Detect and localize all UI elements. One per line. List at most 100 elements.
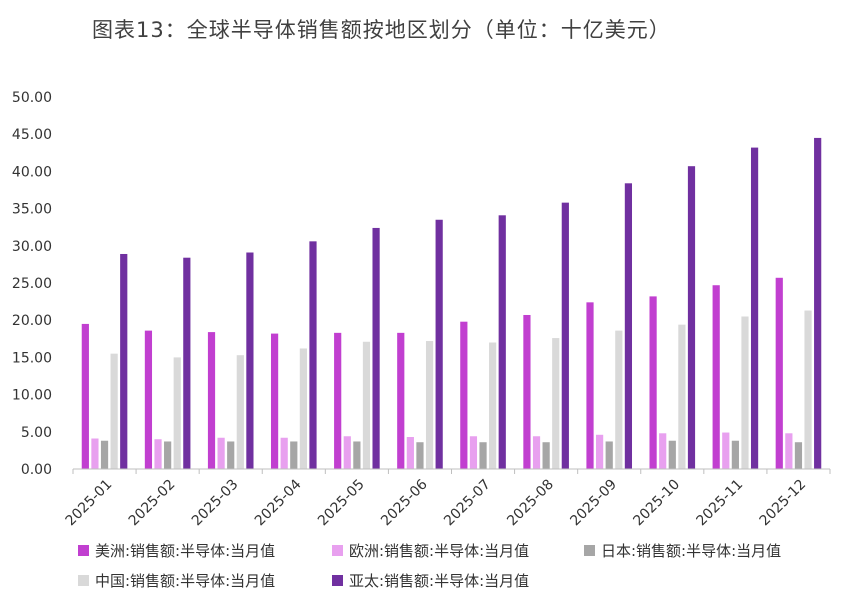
- x-tick-label: 2025-04: [252, 476, 305, 529]
- bar-series-4-2025-08: [552, 338, 560, 469]
- bar-series-1-2025-04: [270, 333, 279, 469]
- x-tick-label: 2025-05: [315, 477, 368, 530]
- y-tick-label: 25.00: [12, 276, 52, 292]
- y-tick-label: 5.00: [21, 425, 52, 441]
- bar-series-3-2025-12: [794, 442, 803, 469]
- x-tick-label: 2025-08: [504, 477, 557, 530]
- bar-series-4-2025-05: [362, 341, 371, 469]
- x-tick-label: 2025-12: [757, 477, 810, 530]
- legend-swatch: [78, 575, 89, 586]
- bar-series-2-2025-02: [154, 439, 162, 469]
- bar-series-3-2025-07: [479, 442, 487, 469]
- x-axis: 2025-01 2025-02 2025-03 2025-04 2025-05 2025-…: [63, 468, 831, 530]
- bars: [81, 137, 822, 470]
- y-tick-label: 30.00: [12, 239, 52, 255]
- bar-series-3-2025-08: [542, 442, 550, 469]
- bar-series-4-2025-04: [299, 348, 307, 469]
- legend-item-series-2: 欧洲:销售额:半导体:当月值: [332, 540, 529, 561]
- legend-swatch: [332, 575, 343, 586]
- legend-label: 欧洲:销售额:半导体:当月值: [349, 542, 530, 560]
- legend-label: 亚太:销售额:半导体:当月值: [349, 572, 530, 590]
- x-tick-label: 2025-02: [126, 477, 179, 530]
- bar-series-2-2025-11: [722, 432, 730, 469]
- y-tick-label: 50.00: [12, 90, 52, 106]
- legend-item-series-4: 中国:销售额:半导体:当月值: [78, 570, 275, 591]
- bar-series-3-2025-04: [290, 441, 298, 469]
- bar-series-1-2025-02: [144, 330, 153, 469]
- x-tick-label: 2025-11: [694, 477, 747, 530]
- bar-series-1-2025-12: [775, 277, 783, 469]
- bar-series-5-2025-03: [246, 252, 254, 469]
- bar-series-2-2025-04: [280, 437, 288, 469]
- bar-series-1-2025-11: [712, 285, 720, 469]
- bar-series-3-2025-10: [668, 440, 676, 469]
- y-tick-label: 15.00: [12, 350, 52, 366]
- bar-series-5-2025-08: [561, 202, 569, 469]
- bar-series-3-2025-11: [731, 440, 739, 469]
- bar-series-3-2025-02: [164, 441, 172, 469]
- bar-series-2-2025-05: [343, 436, 351, 469]
- bar-series-2-2025-03: [217, 437, 225, 469]
- bar-series-4-2025-03: [236, 355, 244, 469]
- bar-series-5-2025-06: [435, 219, 443, 469]
- bar-series-1-2025-03: [207, 332, 216, 469]
- bar-series-1-2025-05: [334, 332, 342, 469]
- y-tick-label: 45.00: [12, 127, 52, 143]
- x-tick-label: 2025-06: [378, 476, 431, 529]
- bar-series-5-2025-09: [624, 183, 633, 470]
- y-tick-label: 40.00: [12, 164, 52, 180]
- bar-series-5-2025-12: [814, 137, 822, 470]
- bar-series-5-2025-07: [498, 215, 506, 469]
- bar-series-3-2025-03: [227, 441, 235, 469]
- x-tick-label: 2025-09: [567, 477, 620, 530]
- bar-series-2-2025-08: [532, 436, 541, 469]
- bar-series-1-2025-09: [586, 302, 594, 469]
- legend-item-series-3: 日本:销售额:半导体:当月值: [584, 540, 781, 561]
- x-tick-label: 2025-07: [441, 477, 494, 530]
- bar-series-4-2025-11: [741, 316, 749, 469]
- legend-swatch: [78, 545, 89, 556]
- y-tick-label: 20.00: [12, 313, 52, 329]
- x-tick-label: 2025-01: [63, 477, 116, 530]
- legend-item-series-1: 美洲:销售额:半导体:当月值: [78, 540, 275, 561]
- bar-series-5-2025-10: [687, 166, 696, 469]
- bar-series-4-2025-09: [615, 330, 623, 469]
- bar-series-4-2025-10: [678, 324, 686, 469]
- bar-series-2-2025-01: [91, 438, 99, 469]
- legend-label: 日本:销售额:半导体:当月值: [601, 542, 782, 560]
- legend-label: 美洲:销售额:半导体:当月值: [95, 542, 276, 560]
- bar-series-2-2025-09: [596, 434, 604, 469]
- bar-series-1-2025-07: [460, 321, 468, 469]
- y-tick-label: 10.00: [12, 388, 52, 404]
- bar-series-2-2025-06: [406, 437, 414, 469]
- bar-series-4-2025-06: [425, 341, 434, 469]
- y-axis: 0.00 5.00 10.00 15.00 20.00 25.00 30.00 35.00 40…: [12, 90, 52, 478]
- bar-series-2-2025-07: [469, 436, 478, 469]
- legend-swatch: [332, 545, 343, 556]
- bar-series-3-2025-06: [416, 442, 424, 469]
- bar-series-4-2025-12: [804, 310, 812, 469]
- bar-series-1-2025-01: [81, 323, 89, 469]
- bar-series-5-2025-04: [309, 241, 317, 469]
- bar-series-4-2025-02: [173, 357, 181, 469]
- legend-swatch: [584, 545, 595, 556]
- x-tick-label: 2025-10: [630, 477, 683, 530]
- bar-series-2-2025-12: [785, 433, 793, 469]
- bar-series-1-2025-08: [523, 314, 531, 469]
- y-tick-label: 35.00: [12, 202, 52, 218]
- y-tick-label: 0.00: [21, 462, 52, 478]
- bar-series-1-2025-10: [649, 296, 657, 469]
- bar-series-4-2025-01: [110, 353, 118, 469]
- bar-series-5-2025-05: [372, 227, 380, 469]
- chart-title: 图表13：全球半导体销售额按地区划分（单位：十亿美元）: [92, 18, 671, 42]
- bar-series-5-2025-11: [750, 147, 759, 469]
- bar-series-4-2025-07: [489, 342, 497, 469]
- legend-label: 中国:销售额:半导体:当月值: [95, 572, 276, 590]
- bar-series-5-2025-01: [120, 253, 128, 469]
- bar-series-1-2025-06: [397, 332, 405, 469]
- legend-item-series-5: 亚太:销售额:半导体:当月值: [332, 570, 529, 591]
- bar-series-2-2025-10: [659, 433, 667, 469]
- bar-series-5-2025-02: [183, 257, 191, 469]
